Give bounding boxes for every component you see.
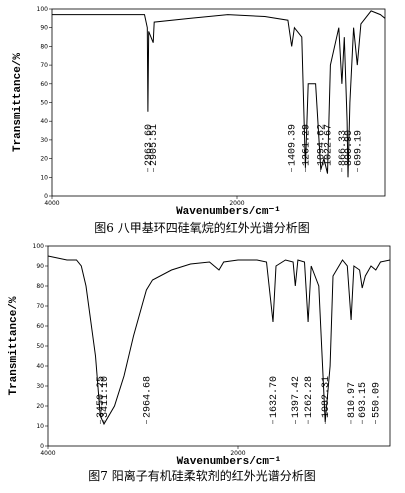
peak-label: 1397.42 bbox=[291, 376, 302, 418]
y-tick-label: 90 bbox=[36, 263, 44, 270]
x-tick-label: 4000 bbox=[40, 450, 55, 457]
y-tick-label: 0 bbox=[44, 193, 48, 200]
y-tick-label: 0 bbox=[40, 443, 44, 450]
peak-label: 1409.39 bbox=[288, 124, 299, 166]
peak-label: 1262.28 bbox=[304, 376, 315, 418]
caption: 图7 阳离子有机硅柔软剂的红外光谱分析图 bbox=[88, 468, 315, 483]
peak-label: 693.15 bbox=[358, 382, 369, 418]
spectrum-line bbox=[52, 10, 386, 178]
peak-label: 2964.68 bbox=[142, 376, 153, 418]
y-tick-label: 70 bbox=[40, 62, 48, 69]
peak-label: 866.33 bbox=[338, 130, 349, 166]
peak-label: 1261.29 bbox=[301, 124, 312, 166]
y-tick-label: 20 bbox=[36, 403, 44, 410]
peak-label: 3411.10 bbox=[100, 376, 111, 418]
peak-label: 1022.67 bbox=[323, 124, 334, 166]
peak-label: 2905.51 bbox=[149, 124, 160, 166]
x-tick-label: 2000 bbox=[230, 450, 245, 457]
y-tick-label: 100 bbox=[33, 243, 45, 250]
y-tick-label: 80 bbox=[40, 43, 48, 50]
y-tick-label: 20 bbox=[40, 156, 48, 163]
y-tick-label: 30 bbox=[36, 383, 44, 390]
y-tick-label: 80 bbox=[36, 283, 44, 290]
y-tick-label: 30 bbox=[40, 137, 48, 144]
caption: 图6 八甲基环四硅氧烷的红外光谱分析图 bbox=[94, 220, 309, 235]
y-tick-label: 40 bbox=[36, 363, 44, 370]
y-tick-label: 90 bbox=[40, 25, 48, 32]
peak-label: 3450.25 bbox=[96, 376, 107, 418]
x-tick-label: 4000 bbox=[44, 200, 59, 207]
spectrum-line bbox=[47, 255, 391, 426]
peak-label: 1094.62 bbox=[317, 124, 328, 166]
y-tick-label: 10 bbox=[36, 423, 44, 430]
peak-label: 1082.31 bbox=[321, 376, 332, 418]
y-tick-label: 60 bbox=[36, 323, 44, 330]
y-tick-label: 10 bbox=[40, 174, 48, 181]
y-tick-label: 70 bbox=[36, 303, 44, 310]
peak-label: 810.97 bbox=[347, 382, 358, 418]
peak-label: 800.90 bbox=[344, 130, 355, 166]
y-tick-label: 40 bbox=[40, 118, 48, 125]
y-axis-label: Transmittance/% bbox=[8, 296, 20, 395]
peak-label: 1632.70 bbox=[269, 376, 280, 418]
y-tick-label: 100 bbox=[37, 6, 49, 13]
x-axis-label: Wavenumbers/cm⁻¹ bbox=[176, 206, 281, 218]
peak-label: 550.09 bbox=[372, 382, 383, 418]
y-tick-label: 50 bbox=[40, 100, 48, 107]
peak-label: 699.19 bbox=[353, 130, 364, 166]
y-axis-label: Transmittance/% bbox=[12, 53, 24, 152]
x-axis-label: Wavenumbers/cm⁻¹ bbox=[177, 456, 282, 468]
plot-frame bbox=[51, 8, 386, 197]
x-tick-label: 2000 bbox=[229, 200, 244, 207]
y-tick-label: 60 bbox=[40, 81, 48, 88]
y-tick-label: 50 bbox=[36, 343, 44, 350]
peak-label: 2963.60 bbox=[144, 124, 155, 166]
